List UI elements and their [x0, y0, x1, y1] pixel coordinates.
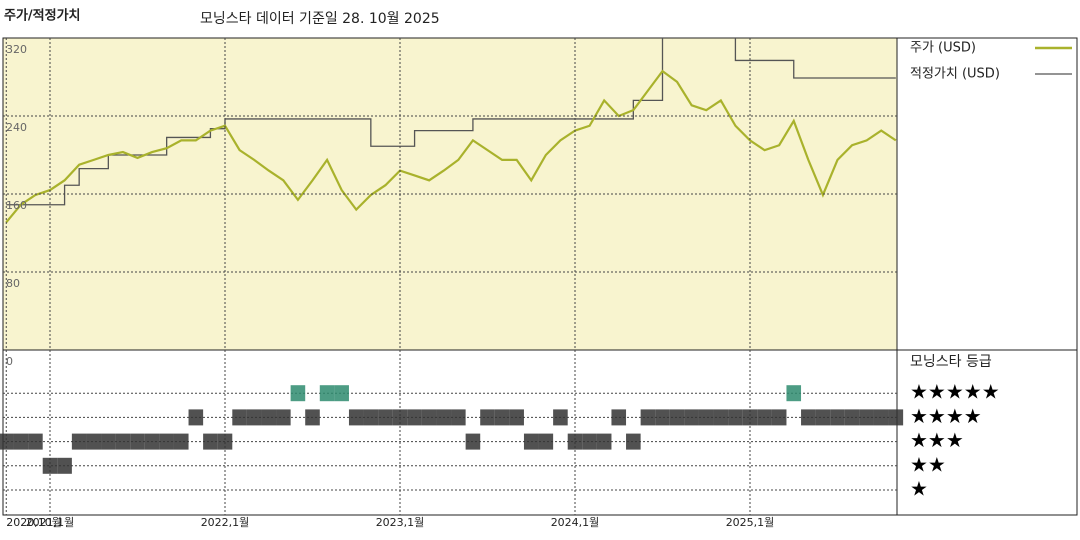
rating-cell [844, 409, 860, 426]
rating-cell [188, 409, 204, 426]
rating-cell [173, 433, 189, 450]
rating-cell [13, 433, 29, 450]
rating-cell [421, 409, 437, 426]
rating-label: ★★★ [910, 428, 964, 452]
rating-cell [42, 457, 58, 474]
rating-cell [130, 433, 145, 450]
y-tick-label: 320 [6, 43, 27, 56]
legend-label: 주가 (USD) [910, 41, 976, 56]
rating-cell [669, 409, 685, 426]
ratings-title: 모닝스타 등급 [910, 354, 992, 370]
rating-cell [334, 385, 349, 402]
rating-label: ★★★★★ [910, 380, 1000, 404]
rating-cell [873, 409, 889, 426]
rating-label: ★ [910, 477, 928, 501]
rating-cell [319, 385, 335, 402]
rating-cell [305, 409, 320, 426]
rating-cell [436, 409, 452, 426]
rating-cell [57, 457, 72, 474]
rating-cell [86, 433, 102, 450]
rating-cell [494, 409, 510, 426]
rating-cell [246, 409, 262, 426]
rating-cell [640, 409, 656, 426]
subtitle: 모닝스타 데이터 기준일 28. 10월 2025 [200, 11, 440, 27]
rating-cell [261, 409, 277, 426]
rating-label: ★★ [910, 452, 946, 476]
rating-cell [523, 433, 539, 450]
rating-cell [509, 409, 524, 426]
rating-cell [144, 433, 160, 450]
rating-cell [0, 433, 14, 450]
x-tick-label: 2022,1월 [201, 516, 250, 529]
rating-cell [348, 409, 364, 426]
rating-cell [684, 409, 699, 426]
rating-cell [786, 385, 802, 402]
rating-cell [290, 385, 306, 402]
x-tick-label: 2025,1월 [726, 516, 775, 529]
rating-cell [363, 409, 379, 426]
rating-label: ★★★★ [910, 404, 982, 428]
frame [2, 37, 1078, 516]
rating-cell [582, 433, 597, 450]
chart-title: 주가/적정가치 [4, 8, 81, 24]
rating-cell [611, 409, 627, 426]
rating-cell [480, 409, 495, 426]
rating-cell [28, 433, 43, 450]
rating-cell [713, 409, 729, 426]
rating-cell [815, 409, 831, 426]
rating-cell [378, 409, 393, 426]
x-tick-label: 2020,10월 [6, 516, 62, 529]
rating-cell [698, 409, 714, 426]
y-tick-label: 160 [6, 199, 27, 212]
rating-cell [757, 409, 772, 426]
rating-cell [567, 433, 583, 450]
rating-cell [159, 433, 174, 450]
series-line [5, 69, 897, 223]
y-tick-label: 0 [6, 355, 13, 368]
rating-cell [801, 409, 816, 426]
rating-cell [538, 433, 554, 450]
rating-cell [771, 409, 787, 426]
x-tick-label: 2023,1월 [376, 516, 425, 529]
rating-cell [626, 433, 641, 450]
rating-cell [859, 409, 874, 426]
rating-cell [888, 409, 904, 426]
rating-cell [451, 409, 466, 426]
x-tick-label: 2021,1월 [26, 516, 75, 529]
rating-cell [742, 409, 758, 426]
x-tick-label: 2024,1월 [551, 516, 600, 529]
y-tick-label: 80 [6, 277, 20, 290]
rating-cell [392, 409, 408, 426]
rating-cell [728, 409, 743, 426]
plot-background [3, 38, 897, 350]
rating-cell [596, 433, 612, 450]
rating-cell [465, 433, 481, 450]
rating-cell [217, 433, 233, 450]
rating-cell [655, 409, 670, 426]
rating-cell [71, 433, 87, 450]
rating-cell [203, 433, 218, 450]
rating-cell [407, 409, 422, 426]
rating-cell [101, 433, 116, 450]
rating-cell [553, 409, 568, 426]
rating-cell [232, 409, 247, 426]
rating-cell [115, 433, 131, 450]
rating-cell [830, 409, 845, 426]
y-tick-label: 240 [6, 121, 27, 134]
rating-cell [276, 409, 291, 426]
legend-label: 적정가치 (USD) [910, 67, 1000, 82]
